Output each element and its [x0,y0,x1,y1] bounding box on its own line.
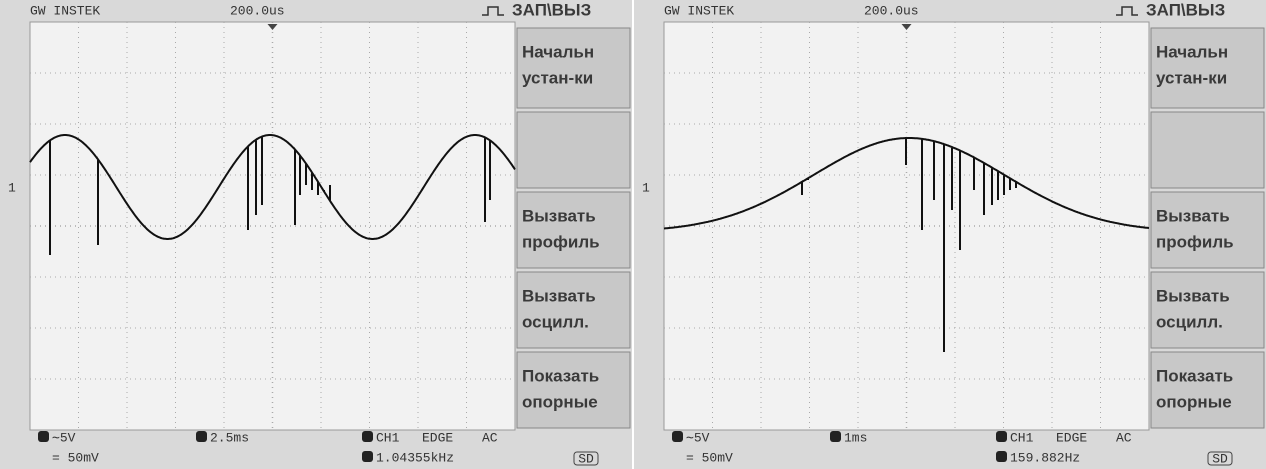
icon [996,451,1007,462]
scope-screen: 1 GW INSTEK 200.0us ЗАП\ВЫЗ Начальн устан-ки В… [634,0,1266,469]
icon [362,451,373,462]
frequency: 159.882Hz [1010,450,1080,465]
icon [830,431,841,442]
menu-item: устан-ки [1156,68,1227,87]
menu-box [517,352,630,428]
source: CH1 [1010,430,1034,445]
channel-marker: 1 [8,180,16,195]
menu-box [517,112,630,188]
menu-item: опорные [522,392,598,411]
menu-title: ЗАП\ВЫЗ [1146,0,1225,19]
menu-item: Показать [522,366,599,385]
coupling: AC [482,430,498,445]
frequency: 1.04355kHz [376,450,454,465]
icon [672,431,683,442]
icon [38,431,49,442]
menu-title: ЗАП\ВЫЗ [512,0,591,19]
coupling: AC [1116,430,1132,445]
storage: SD [578,451,594,466]
menu-item: устан-ки [522,68,593,87]
brand: GW INSTEK [30,3,100,18]
icon [996,431,1007,442]
menu-item: Вызвать [522,286,596,305]
storage: SD [1212,451,1228,466]
menu-box [1151,352,1264,428]
menu-item: Начальн [522,42,594,61]
page: 1 GW INSTEK 200.0us ЗАП\ВЫЗ Начальн устан-ки В… [0,0,1266,469]
icon [362,431,373,442]
menu-box [517,192,630,268]
menu-item: опорные [1156,392,1232,411]
menu-box [1151,112,1264,188]
menu-box [517,272,630,348]
menu-item: осцилл. [1156,312,1223,331]
time-scale: 2.5ms [210,430,249,445]
channel-marker: 1 [642,180,650,195]
trigger: EDGE [1056,430,1087,445]
icon [196,431,207,442]
menu-item: Вызвать [1156,206,1230,225]
probe-scale: = 50mV [52,450,99,465]
probe-scale: = 50mV [686,450,733,465]
ch-scale: ∼5V [686,430,710,445]
menu-box [1151,192,1264,268]
timebase: 200.0us [230,3,285,18]
menu-item: Вызвать [1156,286,1230,305]
ch-scale: ∼5V [52,430,76,445]
timebase: 200.0us [864,3,919,18]
menu-item: Начальн [1156,42,1228,61]
brand: GW INSTEK [664,3,734,18]
menu-item: профиль [1156,232,1234,251]
trigger: EDGE [422,430,453,445]
time-scale: 1ms [844,430,867,445]
menu-item: Вызвать [522,206,596,225]
menu-item: профиль [522,232,600,251]
plot-area [30,22,515,430]
menu-item: осцилл. [522,312,589,331]
menu-item: Показать [1156,366,1233,385]
source: CH1 [376,430,400,445]
plot-area [664,22,1149,430]
menu-box [1151,272,1264,348]
scope-screen: 1 GW INSTEK 200.0us ЗАП\ВЫЗ Начальн устан-ки В… [0,0,632,469]
